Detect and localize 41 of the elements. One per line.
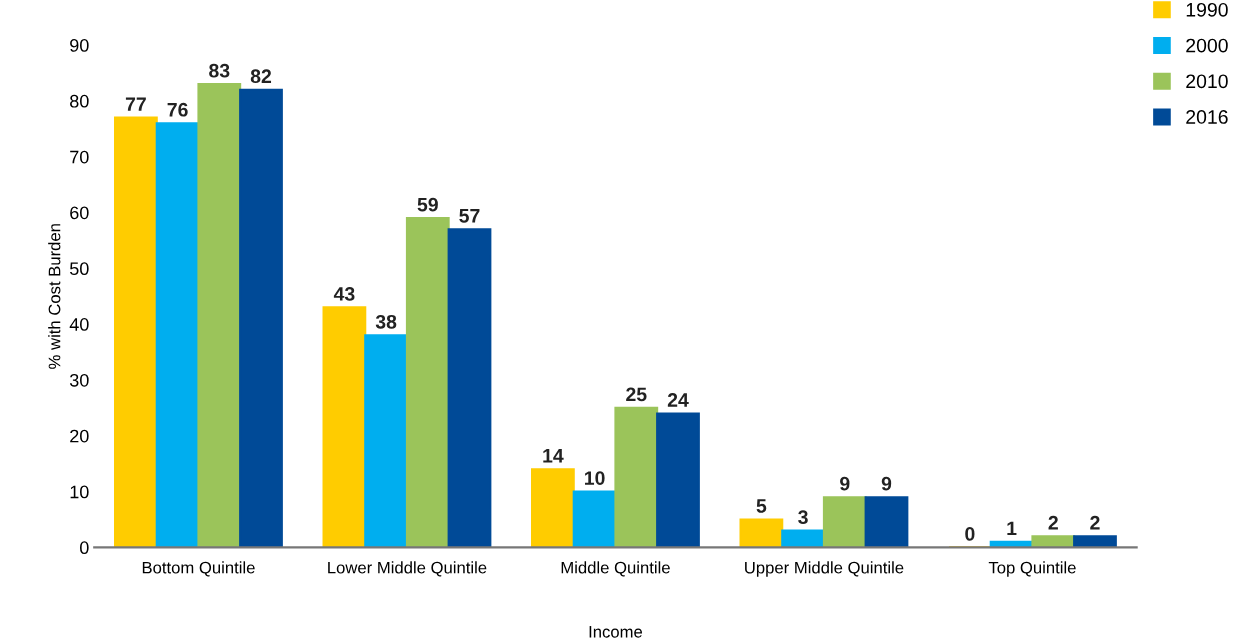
y-tick-label: 90 (70, 39, 89, 52)
y-tick-label: 30 (69, 373, 89, 387)
data-label: 2 (1048, 515, 1058, 530)
legend-label: 2016 (1186, 110, 1228, 124)
x-tick-label: Upper Middle Quintile (745, 561, 904, 577)
data-label: 0 (965, 527, 975, 541)
data-label: 43 (333, 287, 355, 301)
y-tick-label: 40 (69, 318, 89, 331)
data-label: 38 (375, 314, 397, 329)
x-tick-label: Middle Quintile (561, 561, 670, 577)
data-label: 77 (125, 97, 146, 111)
legend-label: 2010 (1186, 74, 1228, 89)
data-label: 10 (585, 471, 605, 485)
y-tick-label: 20 (70, 429, 89, 443)
data-label: 5 (756, 499, 767, 513)
x-axis-title: Income (589, 626, 643, 638)
y-tick-label: 0 (80, 541, 89, 555)
data-label: 82 (250, 69, 272, 84)
x-tick-label: Bottom Quintile (142, 561, 255, 577)
data-label: 3 (798, 510, 808, 525)
x-tick-label: Top Quintile (988, 561, 1076, 577)
y-tick-label: 80 (70, 94, 89, 108)
data-label: 24 (667, 393, 689, 407)
data-label: 57 (459, 209, 480, 223)
data-label: 9 (881, 476, 892, 491)
y-axis-title: % with Cost Burden (48, 224, 61, 369)
data-label: 83 (209, 63, 230, 78)
legend-label: 2000 (1186, 38, 1228, 53)
y-tick-label: 50 (69, 262, 89, 276)
data-label: 76 (167, 102, 188, 117)
data-label: 9 (840, 476, 850, 491)
y-tick-label: 60 (70, 206, 89, 220)
data-label: 1 (1007, 521, 1017, 536)
legend-label: 1990 (1186, 2, 1228, 17)
y-tick-label: 10 (70, 485, 89, 499)
x-tick-label: Lower Middle Quintile (328, 561, 487, 577)
data-label: 59 (417, 197, 438, 212)
data-label: 14 (543, 449, 564, 463)
data-label: 25 (626, 387, 647, 402)
y-tick-label: 70 (70, 150, 89, 164)
data-label: 2 (1090, 515, 1100, 530)
